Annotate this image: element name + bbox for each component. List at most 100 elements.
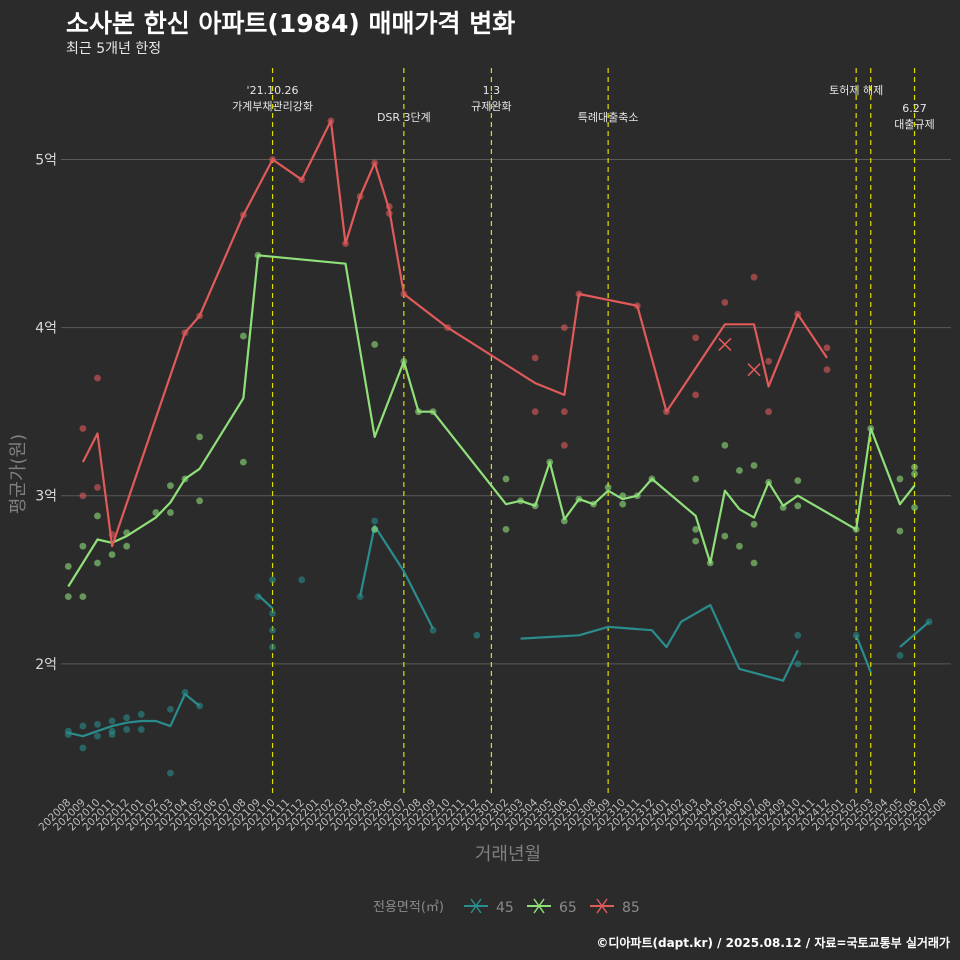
- data-point: [750, 520, 758, 528]
- series-line: [899, 620, 930, 648]
- data-point: [298, 576, 306, 584]
- grid-layer: [61, 159, 951, 665]
- data-point: [356, 593, 364, 601]
- event-label: '21.10.26: [247, 84, 299, 97]
- data-point: [692, 391, 700, 399]
- data-point: [269, 610, 276, 617]
- axis-layer: 2억3억4억5억20200820200920201020201120201220…: [35, 153, 949, 834]
- data-point: [531, 354, 539, 362]
- data-point: [794, 660, 802, 668]
- data-point: [269, 626, 276, 634]
- legend-key-cross: [596, 898, 608, 914]
- data-point: [896, 475, 904, 483]
- data-point: [79, 492, 87, 500]
- data-point: [239, 332, 247, 340]
- data-point: [123, 542, 131, 550]
- data-point: [79, 744, 87, 752]
- data-point: [619, 500, 627, 508]
- data-point: [794, 631, 802, 639]
- data-point: [736, 467, 743, 474]
- event-label: 토허제 해제: [829, 83, 883, 97]
- y-tick-label: 3억: [35, 489, 57, 505]
- data-point: [239, 458, 247, 466]
- data-point: [371, 341, 379, 348]
- legend-label: 85: [622, 900, 640, 916]
- data-point: [94, 374, 101, 382]
- data-point: [750, 273, 758, 281]
- data-point: [692, 537, 700, 545]
- data-point: [823, 366, 831, 374]
- series-layer: [64, 117, 933, 777]
- legend-key-cross: [533, 898, 545, 914]
- data-point: [137, 726, 145, 733]
- y-axis-title: 평균가(원): [8, 434, 29, 514]
- data-point: [721, 299, 729, 306]
- legend-label: 45: [496, 900, 514, 916]
- data-point: [911, 463, 918, 471]
- data-point: [560, 517, 568, 525]
- data-point: [692, 525, 700, 533]
- data-point: [79, 593, 87, 601]
- data-point: [429, 626, 437, 634]
- data-point: [137, 710, 145, 718]
- data-point: [64, 562, 72, 570]
- chart-subtitle: 최근 5개년 한정: [66, 41, 162, 57]
- data-point: [167, 705, 174, 713]
- data-point: [167, 482, 174, 490]
- data-point: [108, 731, 116, 738]
- data-point: [911, 504, 918, 511]
- data-point: [794, 477, 802, 485]
- x-axis-title: 거래년월: [475, 844, 541, 865]
- data-point: [692, 334, 700, 342]
- data-point: [94, 720, 101, 728]
- data-point: [371, 517, 379, 525]
- data-point: [531, 408, 539, 416]
- legend-key-cross: [470, 898, 482, 914]
- data-point: [794, 502, 802, 510]
- series-45: [64, 517, 933, 777]
- event-label: 대출규제: [894, 118, 934, 131]
- data-point: [560, 408, 568, 416]
- data-point: [167, 509, 174, 516]
- legend-label: 65: [559, 900, 577, 916]
- series-line: [855, 634, 872, 673]
- data-point: [823, 344, 831, 352]
- data-point: [721, 532, 729, 540]
- event-label: DSR 3단계: [377, 111, 431, 124]
- data-point: [196, 497, 204, 505]
- data-point: [79, 722, 87, 730]
- data-point: [560, 441, 568, 449]
- cross-marker: [747, 363, 761, 377]
- data-point: [108, 551, 116, 558]
- data-point: [94, 559, 101, 567]
- event-label: 1.3: [483, 84, 501, 97]
- data-point: [604, 483, 612, 491]
- data-point: [79, 542, 87, 550]
- event-label: 6.27: [902, 102, 927, 115]
- data-point: [502, 525, 510, 533]
- cross-marker: [718, 337, 732, 352]
- series-line: [257, 594, 274, 610]
- data-point: [94, 732, 101, 740]
- series-line: [520, 603, 799, 682]
- data-point: [502, 475, 510, 483]
- data-point: [64, 593, 72, 601]
- series-65: [64, 251, 918, 601]
- data-point: [371, 525, 379, 533]
- data-point: [473, 631, 481, 639]
- data-point: [765, 408, 773, 416]
- series-line: [81, 119, 828, 548]
- data-point: [79, 425, 87, 432]
- data-point: [750, 462, 758, 469]
- data-point: [736, 542, 743, 550]
- series-line: [67, 254, 916, 588]
- chart-caption: ©디아파트(dapt.kr) / 2025.08.12 / 자료=국토교통부 실…: [596, 936, 950, 950]
- data-point: [269, 643, 276, 651]
- data-point: [896, 652, 904, 659]
- data-point: [167, 769, 174, 777]
- data-point: [108, 717, 116, 725]
- legend: 전용면적(㎡) 45 65 85: [373, 898, 640, 916]
- event-label: 규제완화: [471, 100, 511, 113]
